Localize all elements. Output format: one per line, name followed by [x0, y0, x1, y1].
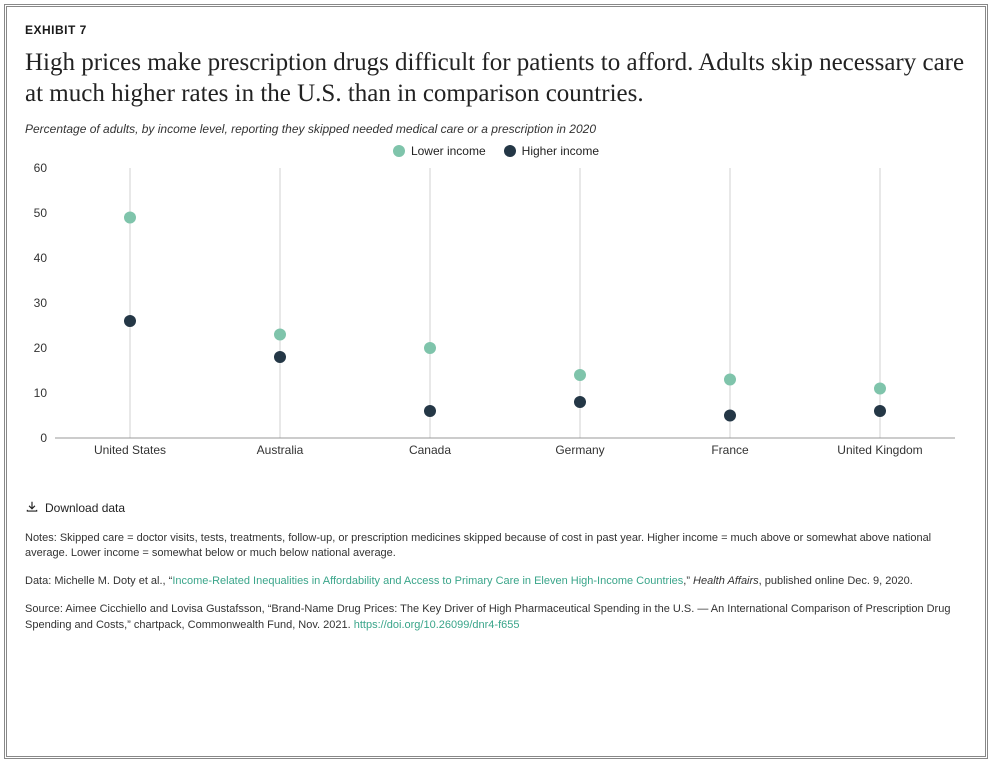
- data-citation-post: ,”: [683, 575, 693, 587]
- data-point-higher: [124, 315, 136, 327]
- y-tick-label: 40: [34, 251, 48, 265]
- download-label: Download data: [45, 501, 125, 515]
- y-tick-label: 30: [34, 296, 48, 310]
- x-tick-label: Germany: [555, 443, 604, 457]
- data-citation: Data: Michelle M. Doty et al., “Income-R…: [25, 574, 967, 590]
- data-citation-tail: , published online Dec. 9, 2020.: [759, 575, 913, 587]
- download-data-button[interactable]: Download data: [25, 500, 967, 517]
- y-tick-label: 60: [34, 162, 48, 175]
- exhibit-label: EXHIBIT 7: [25, 23, 967, 37]
- x-tick-label: United Kingdom: [837, 443, 922, 457]
- dot-plot-chart: 0 10 20 30 40 50 60 United States Australia Canad…: [25, 162, 965, 462]
- data-point-lower: [724, 373, 736, 385]
- notes-text: Notes: Skipped care = doctor visits, tes…: [25, 531, 967, 563]
- chart-legend: Lower income Higher income: [25, 144, 967, 158]
- data-point-lower: [574, 369, 586, 381]
- chart-area: 0 10 20 30 40 50 60 United States Australia Canad…: [25, 162, 967, 492]
- legend-item-lower: Lower income: [393, 144, 486, 158]
- data-point-lower: [124, 211, 136, 223]
- x-tick-label: United States: [94, 443, 166, 457]
- y-tick-label: 50: [34, 206, 48, 220]
- data-point-higher: [724, 409, 736, 421]
- notes-block: Notes: Skipped care = doctor visits, tes…: [25, 531, 967, 635]
- legend-label-lower: Lower income: [411, 144, 486, 158]
- data-point-lower: [274, 328, 286, 340]
- y-tick-label: 0: [40, 431, 47, 445]
- data-point-lower: [874, 382, 886, 394]
- legend-item-higher: Higher income: [504, 144, 599, 158]
- y-tick-label: 20: [34, 341, 48, 355]
- chart-title: High prices make prescription drugs diff…: [25, 47, 967, 110]
- data-point-higher: [274, 351, 286, 363]
- download-icon: [25, 500, 39, 517]
- y-tick-label: 10: [34, 386, 48, 400]
- x-tick-label: Canada: [409, 443, 451, 457]
- exhibit-frame: EXHIBIT 7 High prices make prescription …: [4, 4, 988, 759]
- data-point-lower: [424, 342, 436, 354]
- legend-dot-higher-icon: [504, 145, 516, 157]
- chart-subtitle: Percentage of adults, by income level, r…: [25, 122, 967, 136]
- x-tick-label: France: [711, 443, 749, 457]
- doi-link[interactable]: https://doi.org/10.26099/dnr4-f655: [354, 619, 520, 631]
- x-tick-label: Australia: [257, 443, 304, 457]
- data-point-higher: [424, 405, 436, 417]
- data-citation-pre: Data: Michelle M. Doty et al., “: [25, 575, 172, 587]
- citation-link[interactable]: Income-Related Inequalities in Affordabi…: [172, 575, 683, 587]
- source-citation: Source: Aimee Cicchiello and Lovisa Gust…: [25, 602, 967, 634]
- legend-label-higher: Higher income: [522, 144, 599, 158]
- legend-dot-lower-icon: [393, 145, 405, 157]
- data-point-higher: [574, 396, 586, 408]
- data-point-higher: [874, 405, 886, 417]
- data-citation-journal: Health Affairs: [693, 575, 759, 587]
